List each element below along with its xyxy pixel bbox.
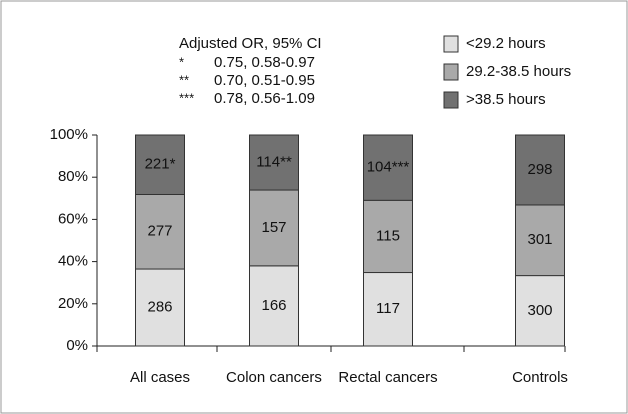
legend-label: >38.5 hours xyxy=(466,91,546,108)
y-tick-label: 40% xyxy=(58,253,88,270)
x-tick-label: Rectal cancers xyxy=(338,369,437,386)
data-label: 104*** xyxy=(367,159,410,176)
annotation-mark: * xyxy=(179,54,184,69)
annotation-value: 0.70, 0.51-0.95 xyxy=(214,72,315,89)
y-tick-label: 80% xyxy=(58,168,88,185)
y-tick-label: 20% xyxy=(58,295,88,312)
legend-swatch xyxy=(443,35,459,53)
bar-segment xyxy=(135,268,185,347)
legend-swatch xyxy=(443,91,459,109)
x-tick-label: Controls xyxy=(512,369,568,386)
legend-swatch xyxy=(443,63,459,81)
data-label: 286 xyxy=(147,298,172,315)
data-label: 300 xyxy=(527,302,552,319)
bar-segment xyxy=(249,265,299,347)
bar-segment xyxy=(249,134,299,191)
y-tick-label: 100% xyxy=(50,126,88,143)
annotation-title: Adjusted OR, 95% CI xyxy=(179,35,322,52)
y-tick-label: 60% xyxy=(58,210,88,227)
bar-segment xyxy=(515,204,565,277)
bar-segment xyxy=(135,193,185,270)
legend-label: 29.2-38.5 hours xyxy=(466,63,571,80)
data-label: 157 xyxy=(261,219,286,236)
data-label: 277 xyxy=(147,223,172,240)
annotation-mark: *** xyxy=(179,90,194,105)
data-label: 301 xyxy=(527,231,552,248)
bar-segment xyxy=(363,134,413,201)
bar-segment xyxy=(515,134,565,206)
data-label: 221* xyxy=(145,156,176,173)
bar-segment xyxy=(363,199,413,274)
x-tick-label: All cases xyxy=(130,369,190,386)
legend-label: <29.2 hours xyxy=(466,35,546,52)
data-label: 115 xyxy=(376,227,400,244)
data-label: 298 xyxy=(527,161,552,178)
annotation-value: 0.78, 0.56-1.09 xyxy=(214,90,315,107)
y-tick-label: 0% xyxy=(66,337,88,354)
bar-segment xyxy=(363,272,413,347)
bar-segment xyxy=(249,189,299,267)
data-label: 114** xyxy=(256,153,292,170)
x-tick-label: Colon cancers xyxy=(226,369,322,386)
bar-segment xyxy=(135,134,185,195)
data-label: 166 xyxy=(261,297,286,314)
annotation-value: 0.75, 0.58-0.97 xyxy=(214,54,315,71)
annotation-mark: ** xyxy=(179,72,189,87)
data-label: 117 xyxy=(376,300,400,317)
